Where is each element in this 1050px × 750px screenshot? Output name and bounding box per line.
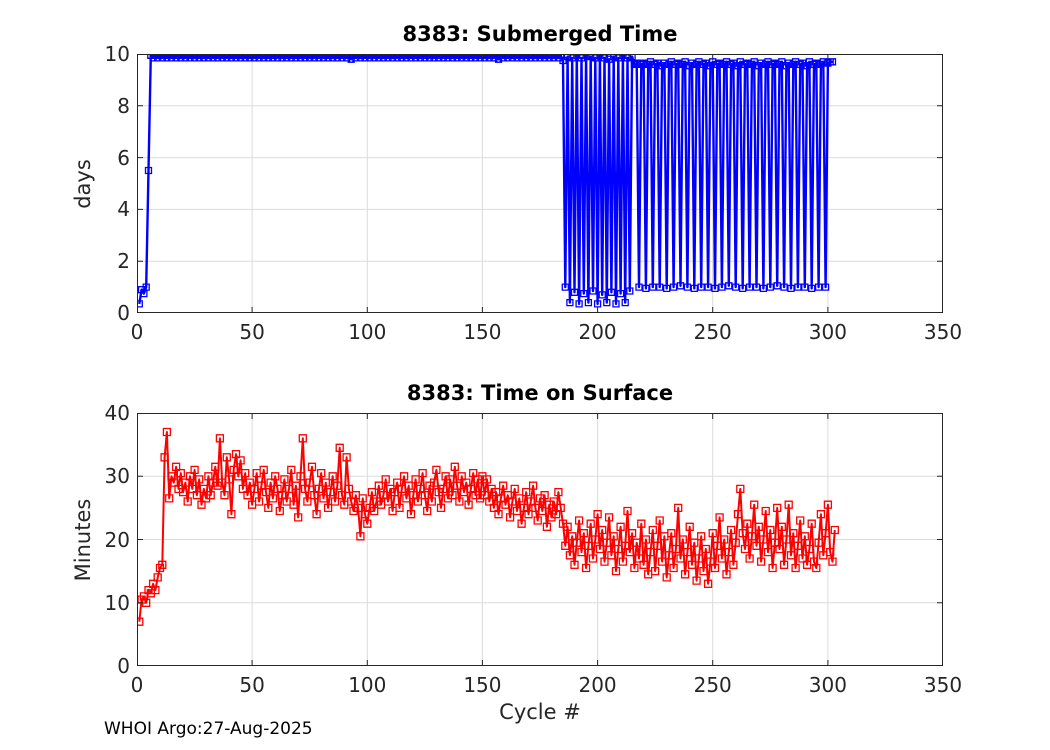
tick-marks — [137, 413, 943, 666]
x-tick-label: 200 — [578, 673, 617, 697]
y-tick-label: 40 — [104, 401, 130, 425]
y-tick-label: 0 — [117, 654, 130, 678]
top-plot-title: 8383: Submerged Time — [402, 22, 678, 46]
submerged-time-chart — [137, 54, 943, 313]
y-tick-label: 6 — [117, 145, 130, 170]
y-tick-label: 2 — [117, 249, 130, 274]
x-tick-label: 350 — [923, 673, 963, 697]
y-tick-label: 20 — [104, 527, 130, 552]
x-tick-label: 100 — [348, 673, 387, 697]
x-axis-label: Cycle # — [499, 700, 581, 724]
surface_minutes-line — [138, 431, 836, 622]
y-tick-label: 10 — [104, 42, 130, 66]
x-tick-label: 250 — [693, 320, 732, 344]
x-tick-label: 50 — [239, 673, 265, 697]
tick-marks — [137, 54, 943, 313]
axes-frame — [137, 54, 943, 313]
bottom-plot-title: 8383: Time on Surface — [406, 381, 674, 405]
x-tick-label: 150 — [463, 673, 502, 697]
x-tick-label: 0 — [130, 673, 144, 697]
time-on-surface-plot-canvas — [137, 413, 943, 666]
grid-lines — [137, 54, 943, 313]
x-tick-label: 250 — [693, 673, 732, 697]
y-tick-label: 4 — [117, 197, 130, 222]
y-tick-label: 10 — [104, 590, 130, 615]
y-tick-label: 30 — [104, 464, 130, 489]
axes-frame — [137, 413, 943, 666]
x-tick-label: 200 — [578, 320, 617, 344]
watermark-text: WHOI Argo:27-Aug-2025 — [104, 719, 313, 739]
x-tick-label: 350 — [923, 320, 963, 344]
surface_minutes-markers — [137, 427, 839, 626]
time-on-surface-chart — [137, 413, 943, 666]
submerged-time-plot-canvas — [137, 54, 943, 313]
y-tick-label: 0 — [117, 301, 130, 325]
x-tick-label: 50 — [239, 320, 265, 344]
x-tick-label: 0 — [130, 320, 144, 344]
submerged_days-markers — [137, 54, 837, 308]
x-tick-label: 300 — [808, 673, 847, 697]
submerged_days-line — [138, 54, 833, 306]
x-tick-label: 100 — [348, 320, 387, 344]
y-tick-label: 8 — [117, 93, 130, 118]
x-tick-label: 300 — [808, 320, 847, 344]
x-tick-label: 150 — [463, 320, 502, 344]
